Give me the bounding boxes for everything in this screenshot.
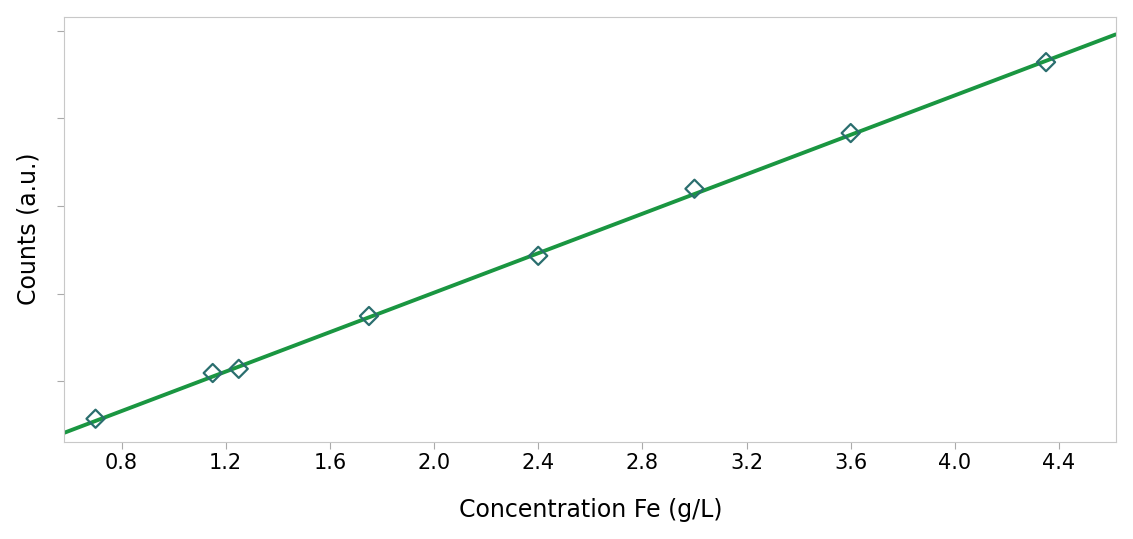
Point [1037, 58, 1055, 66]
Point [529, 252, 547, 260]
Point [86, 414, 104, 423]
Point [360, 312, 378, 320]
X-axis label: Concentration Fe (g/L): Concentration Fe (g/L) [459, 499, 722, 522]
Y-axis label: Counts (a.u.): Counts (a.u.) [17, 153, 41, 306]
Point [842, 129, 860, 137]
Point [230, 364, 248, 373]
Point [685, 184, 704, 193]
Point [204, 369, 222, 377]
